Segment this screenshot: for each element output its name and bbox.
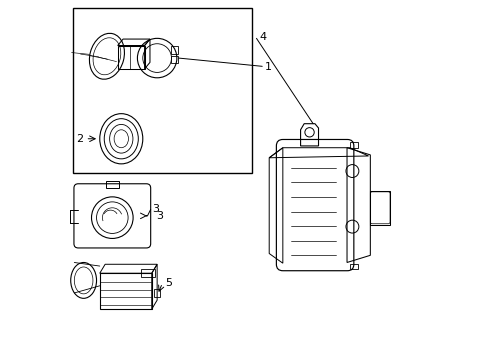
Bar [172, 45, 178, 54]
Bar [172, 56, 178, 63]
Bar [153, 289, 160, 297]
Text: 5: 5 [166, 278, 172, 288]
Bar [73, 8, 252, 173]
Text: 4: 4 [259, 32, 267, 42]
Text: 3: 3 [152, 204, 159, 214]
Bar [118, 45, 145, 69]
Bar [100, 273, 152, 309]
Bar [106, 180, 119, 188]
Text: 1: 1 [265, 62, 272, 72]
Text: 2: 2 [76, 134, 83, 144]
Text: 3: 3 [156, 211, 164, 221]
Bar [370, 191, 390, 225]
Bar [141, 269, 155, 277]
